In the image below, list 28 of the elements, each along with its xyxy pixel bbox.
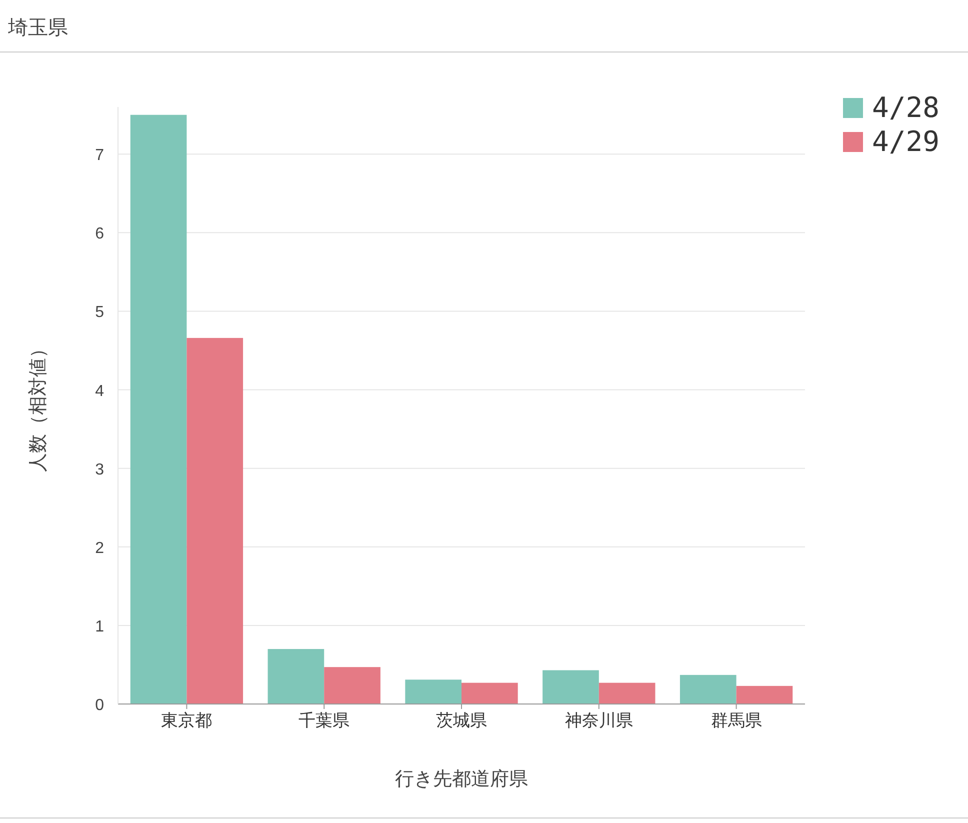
legend-label: 4/28 <box>872 91 940 124</box>
bar <box>736 686 793 704</box>
y-tick-label: 4 <box>95 382 104 400</box>
x-tick-label: 茨城県 <box>436 711 487 730</box>
legend-label: 4/29 <box>872 125 940 158</box>
y-tick-label: 6 <box>95 226 104 243</box>
y-tick-label: 1 <box>95 618 104 636</box>
bar <box>462 682 518 704</box>
bar <box>268 649 324 704</box>
x-tick-label: 東京都 <box>161 711 212 730</box>
bar <box>130 114 187 704</box>
y-tick-label: 5 <box>95 304 104 322</box>
bar <box>598 682 656 704</box>
y-tick-label: 3 <box>95 461 104 478</box>
bar <box>542 670 599 704</box>
bar <box>405 680 462 704</box>
x-tick-label: 千葉県 <box>298 711 350 730</box>
bar <box>680 674 736 704</box>
y-tick-label: 7 <box>95 147 104 164</box>
y-tick-label: 0 <box>95 697 104 714</box>
y-axis-title: 人数（相対値） <box>27 339 49 472</box>
x-tick-label: 群馬県 <box>710 711 762 730</box>
x-tick-label: 神奈川県 <box>564 711 633 730</box>
chart-title: 埼玉県 <box>7 17 68 39</box>
y-tick-label: 2 <box>95 540 104 557</box>
bar <box>186 338 244 704</box>
bar <box>324 667 380 704</box>
x-axis-title: 行き先都道府県 <box>395 768 528 790</box>
